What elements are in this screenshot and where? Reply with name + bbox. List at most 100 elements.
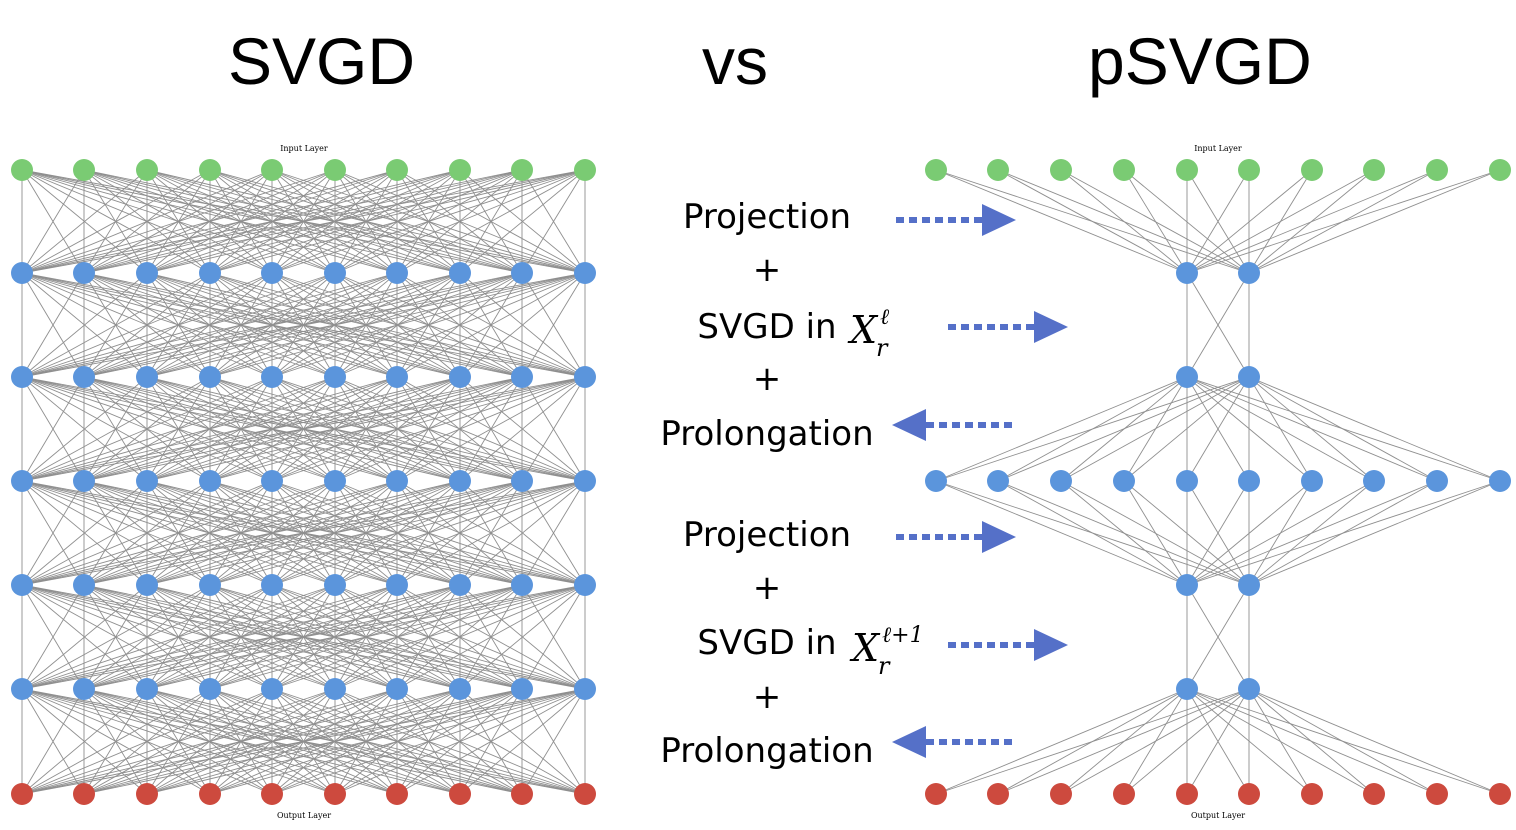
svgd-edge [21,584,273,690]
arrow-head [892,409,926,441]
svgd-edge [83,480,586,586]
psvgd-edge [1186,169,1313,274]
svgd-edge [21,169,398,274]
psvgd-hidden-node [1238,678,1260,700]
svgd-edge [21,272,523,378]
psvgd-edge [1060,688,1250,795]
psvgd-hidden-node [1176,574,1198,596]
svgd-hidden-node [11,574,33,596]
svgd-edge [521,688,586,795]
svgd-output-node [199,783,221,805]
svgd-hidden-node [511,470,533,492]
psvgd-edge [1248,688,1313,795]
arrow-right-0 [896,204,1016,236]
psvgd-edge [1060,480,1188,586]
psvgd-edge [1248,376,1501,482]
svgd-hidden-node [386,366,408,388]
svgd-hidden-node [73,574,95,596]
svgd-edge [209,688,586,795]
svgd-input-node [324,159,346,181]
psvgd-hidden-node [1238,470,1260,492]
psvgd-edge [1248,376,1438,482]
svgd-output-node [11,783,33,805]
svgd-edge [21,272,586,378]
psvgd-hidden-node [1176,262,1198,284]
svgd-hidden-node [324,574,346,596]
svgd-edge [21,584,148,690]
psvgd-hidden-node [987,470,1009,492]
svgd-edge [21,584,336,690]
psvgd-edge [997,376,1250,482]
arrow-head [1034,311,1068,343]
svgd-hidden-node [199,678,221,700]
svgd-hidden-node [261,678,283,700]
svgd-hidden-node [574,678,596,700]
svgd-hidden-node [11,678,33,700]
svgd-hidden-node [386,262,408,284]
svgd-edge [21,480,148,586]
psvgd-edge [935,169,1188,274]
psvgd-edge [935,688,1250,795]
svgd-edge [209,376,586,482]
svgd-network [11,159,596,805]
svgd-edge [271,376,586,482]
math-sup-2: ℓ+1 [882,623,924,648]
psvgd-hidden-node [1301,470,1323,492]
svgd-edge [334,688,586,795]
psvgd-input-layer-label: Input Layer [1194,144,1242,153]
svgd-hidden-node [199,470,221,492]
svgd-edge [83,584,586,690]
svgd-title: SVGD [228,24,416,98]
svgd-edge [21,480,336,586]
step-projection-1: Projection [683,197,851,237]
psvgd-input-node [1176,159,1198,181]
step-plus-1: + [753,250,782,290]
svgd-input-node [386,159,408,181]
math-x-r-l-plus-1: X ℓ+1 r [849,623,924,680]
psvgd-edge [1186,584,1250,690]
psvgd-hidden-node [1050,470,1072,492]
arrow-head [1034,629,1068,661]
svgd-edge [21,480,586,586]
psvgd-edge [1186,169,1501,274]
svgd-hidden-node [449,678,471,700]
svgd-edge [396,272,586,378]
step-plus-4: + [753,677,782,717]
svgd-hidden-node [73,678,95,700]
svgd-hidden-node [386,470,408,492]
psvgd-output-node [1426,783,1448,805]
psvgd-input-node [925,159,947,181]
svgd-edge [396,480,586,586]
svgd-output-node [73,783,95,805]
math-sub-2: r [878,652,891,680]
svgd-input-node [574,159,596,181]
svgd-output-node [511,783,533,805]
psvgd-edge [1248,688,1375,795]
svgd-edge [271,688,586,795]
svgd-edge [21,272,148,378]
svgd-edge [21,376,336,482]
psvgd-edges [935,169,1501,795]
svgd-edges [21,169,586,795]
psvgd-hidden-node [1238,574,1260,596]
svgd-edge [521,376,586,482]
arrow-head [892,726,926,758]
psvgd-hidden-node [1113,470,1135,492]
svgd-output-node [449,783,471,805]
psvgd-hidden-node [1238,262,1260,284]
svgd-edge [21,584,85,690]
svgd-edge [521,272,586,378]
svgd-edge [21,376,461,482]
svgd-edge [83,376,586,482]
svgd-edge [83,688,586,795]
svgd-input-node [11,159,33,181]
step-prolongation-2: Prolongation [660,731,873,771]
psvgd-hidden-node [1176,678,1198,700]
psvgd-edge [1186,688,1313,795]
svgd-hidden-node [511,678,533,700]
svgd-hidden-node [136,678,158,700]
svgd-edge [21,584,523,690]
svgd-edge [21,584,211,690]
svgd-hidden-node [73,470,95,492]
